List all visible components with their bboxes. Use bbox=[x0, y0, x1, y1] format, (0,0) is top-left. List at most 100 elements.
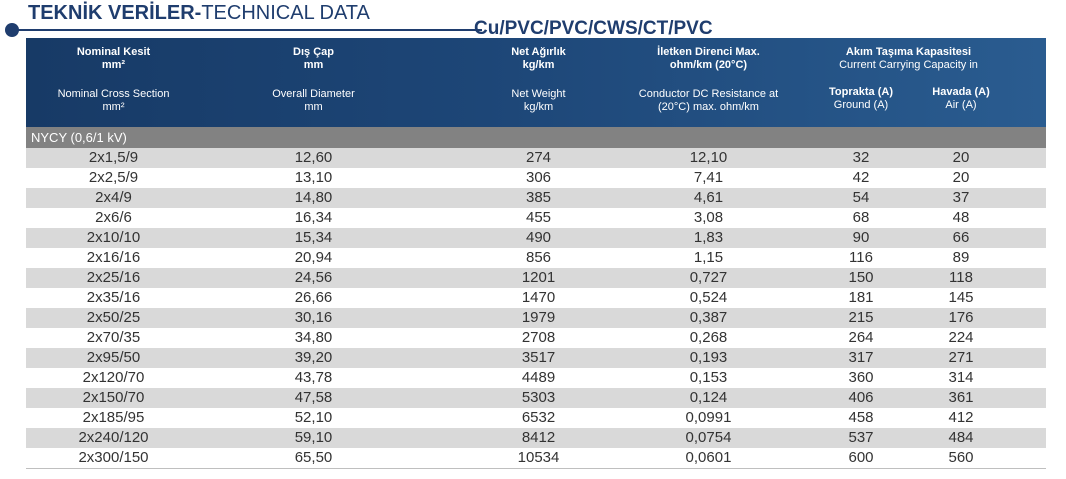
cell-ground: 215 bbox=[848, 309, 874, 326]
header-diameter-tr: Dış Çap bbox=[293, 46, 334, 58]
header-section-en-unit: mm² bbox=[102, 101, 125, 113]
cell-weight: 4489 bbox=[521, 369, 556, 386]
cell-diameter: 59,10 bbox=[294, 429, 333, 446]
header-weight-en: Net Weight bbox=[511, 88, 566, 100]
cell-diameter: 24,56 bbox=[294, 269, 333, 286]
header-ground-en: Ground (A) bbox=[833, 99, 889, 111]
table-header: Nominal Kesit mm² Nominal Cross Section … bbox=[26, 38, 1046, 127]
header-weight-en-unit: kg/km bbox=[523, 101, 554, 113]
cell-weight: 490 bbox=[525, 229, 552, 246]
cell-ground: 32 bbox=[852, 149, 870, 166]
header-ground-tr: Toprakta (A) bbox=[829, 86, 893, 98]
cell-ground: 150 bbox=[848, 269, 874, 286]
table-row: 2x150/70 47,58 5303 0,124 406 361 bbox=[26, 388, 1046, 408]
cell-air: 271 bbox=[948, 349, 974, 366]
cell-section: 2x95/50 bbox=[86, 349, 141, 366]
cell-weight: 5303 bbox=[521, 389, 556, 406]
table-row: 2x70/35 34,80 2708 0,268 264 224 bbox=[26, 328, 1046, 348]
header-resistance-tr-unit: ohm/km (20°C) bbox=[669, 59, 748, 71]
cell-section: 2x185/95 bbox=[82, 409, 145, 426]
cell-weight: 856 bbox=[525, 249, 552, 266]
cell-resistance: 0,0991 bbox=[685, 409, 732, 426]
cell-ground: 68 bbox=[852, 209, 870, 226]
cell-air: 48 bbox=[952, 209, 970, 226]
cell-section: 2x120/70 bbox=[82, 369, 145, 386]
header-air-en: Air (A) bbox=[945, 99, 977, 111]
cell-section: 2x240/120 bbox=[78, 429, 149, 446]
cell-section: 2x16/16 bbox=[86, 249, 141, 266]
header-air: Havada (A) Air (A) bbox=[916, 86, 1006, 112]
cell-weight: 2708 bbox=[521, 329, 556, 346]
table-row: 2x35/16 26,66 1470 0,524 181 145 bbox=[26, 288, 1046, 308]
cell-air: 20 bbox=[952, 149, 970, 166]
table-row: 2x16/16 20,94 856 1,15 116 89 bbox=[26, 248, 1046, 268]
table-row: 2x4/9 14,80 385 4,61 54 37 bbox=[26, 188, 1046, 208]
cell-diameter: 13,10 bbox=[294, 169, 333, 186]
header-capacity-tr: Akım Taşıma Kapasitesi bbox=[845, 46, 972, 58]
cell-resistance: 0,268 bbox=[689, 329, 728, 346]
cell-air: 176 bbox=[948, 309, 974, 326]
cell-diameter: 39,20 bbox=[294, 349, 333, 366]
table-row: 2x185/95 52,10 6532 0,0991 458 412 bbox=[26, 408, 1046, 428]
cell-section: 2x70/35 bbox=[86, 329, 141, 346]
cell-weight: 385 bbox=[525, 189, 552, 206]
cell-resistance: 12,10 bbox=[689, 149, 728, 166]
cell-section: 2x2,5/9 bbox=[88, 169, 139, 186]
cell-diameter: 34,80 bbox=[294, 329, 333, 346]
cell-ground: 537 bbox=[848, 429, 874, 446]
cell-section: 2x4/9 bbox=[95, 189, 132, 206]
cell-ground: 116 bbox=[849, 249, 873, 266]
cell-resistance: 0,0601 bbox=[685, 449, 732, 466]
cell-air: 314 bbox=[948, 369, 974, 386]
group-label: NYCY (0,6/1 kV) bbox=[31, 130, 127, 145]
cell-resistance: 0,193 bbox=[689, 349, 728, 366]
cell-air: 66 bbox=[952, 229, 970, 246]
cell-air: 37 bbox=[952, 189, 970, 206]
cell-section: 2x50/25 bbox=[86, 309, 141, 326]
header-capacity: Akım Taşıma Kapasitesi Current Carrying … bbox=[806, 46, 1011, 72]
cell-air: 224 bbox=[948, 329, 974, 346]
cell-weight: 306 bbox=[525, 169, 552, 186]
header-resistance-en: Conductor DC Resistance at bbox=[638, 88, 779, 100]
table-row: 2x2,5/9 13,10 306 7,41 42 20 bbox=[26, 168, 1046, 188]
cell-weight: 1201 bbox=[521, 269, 556, 286]
cell-resistance: 1,15 bbox=[693, 249, 724, 266]
cell-diameter: 47,58 bbox=[294, 389, 333, 406]
table-row: 2x120/70 43,78 4489 0,153 360 314 bbox=[26, 368, 1046, 388]
cell-weight: 3517 bbox=[521, 349, 556, 366]
header-diameter-en: Overall Diameter bbox=[272, 88, 355, 100]
cell-diameter: 52,10 bbox=[294, 409, 333, 426]
data-table: 2x1,5/9 12,60 274 12,10 32 20 2x2,5/9 13,10 306 7… bbox=[26, 148, 1046, 468]
product-title: Cu/PVC/PVC/CWS/CT/PVC bbox=[474, 18, 713, 39]
header-air-tr: Havada (A) bbox=[932, 86, 990, 98]
table-bottom-divider bbox=[26, 468, 1046, 469]
cell-diameter: 12,60 bbox=[294, 149, 333, 166]
cell-ground: 54 bbox=[852, 189, 870, 206]
title-bold: TEKNİK VERİLER- bbox=[28, 2, 202, 24]
header-section-tr-unit: mm² bbox=[101, 59, 126, 71]
cell-air: 20 bbox=[952, 169, 970, 186]
cell-resistance: 0,727 bbox=[689, 269, 728, 286]
table-row: 2x6/6 16,34 455 3,08 68 48 bbox=[26, 208, 1046, 228]
table-row: 2x25/16 24,56 1201 0,727 150 118 bbox=[26, 268, 1046, 288]
cell-diameter: 14,80 bbox=[294, 189, 333, 206]
header-capacity-en: Current Carrying Capacity in bbox=[839, 59, 978, 71]
cell-air: 361 bbox=[948, 389, 974, 406]
cell-ground: 181 bbox=[848, 289, 874, 306]
cell-diameter: 43,78 bbox=[294, 369, 333, 386]
cell-ground: 600 bbox=[848, 449, 874, 466]
cell-diameter: 30,16 bbox=[294, 309, 333, 326]
cell-diameter: 15,34 bbox=[294, 229, 333, 246]
cell-weight: 1470 bbox=[521, 289, 556, 306]
cell-resistance: 1,83 bbox=[693, 229, 724, 246]
cell-resistance: 3,08 bbox=[693, 209, 724, 226]
header-section-tr: Nominal Kesit bbox=[76, 46, 151, 58]
cell-weight: 6532 bbox=[521, 409, 556, 426]
header-resistance-en-unit: (20°C) max. ohm/km bbox=[658, 101, 759, 113]
cell-air: 560 bbox=[948, 449, 974, 466]
title-regular: TECHNICAL DATA bbox=[201, 2, 370, 24]
table-row: 2x300/150 65,50 10534 0,0601 600 560 bbox=[26, 448, 1046, 468]
cell-weight: 455 bbox=[525, 209, 552, 226]
cell-ground: 458 bbox=[848, 409, 874, 426]
cell-section: 2x300/150 bbox=[78, 449, 149, 466]
